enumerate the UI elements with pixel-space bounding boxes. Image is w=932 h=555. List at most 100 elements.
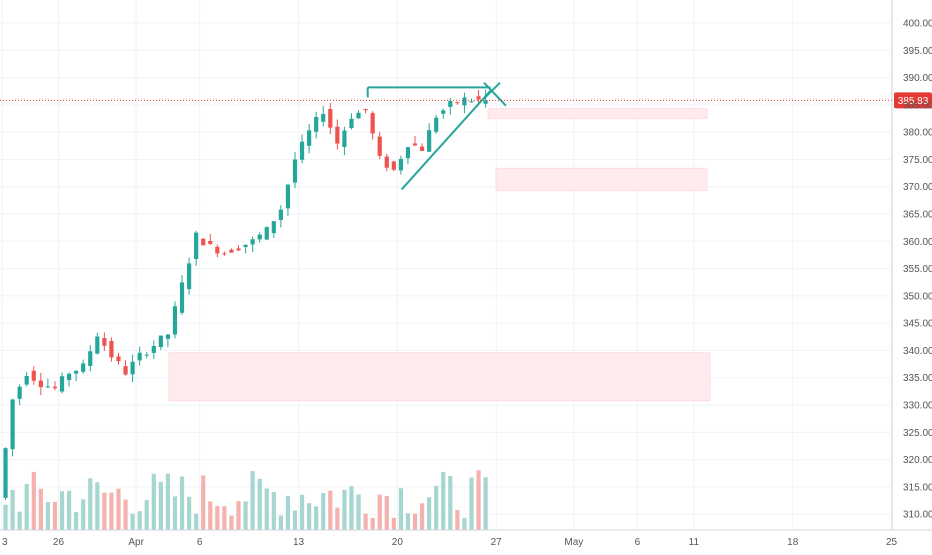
candle-body bbox=[307, 130, 312, 146]
target-x-marker-stroke-b bbox=[483, 81, 501, 100]
price-tick-label: 355.00 bbox=[903, 264, 932, 275]
time-tick-label: 18 bbox=[787, 537, 799, 548]
volume-bar bbox=[66, 490, 72, 530]
volume-bar bbox=[116, 488, 121, 530]
candle-body bbox=[116, 356, 121, 362]
candle-body bbox=[208, 240, 213, 244]
candle-body bbox=[412, 143, 418, 146]
candle-body bbox=[264, 227, 269, 240]
candle-body bbox=[250, 239, 255, 245]
volume-bar bbox=[462, 517, 467, 530]
candle-body bbox=[88, 351, 93, 366]
candle-body bbox=[377, 136, 382, 156]
candle-body bbox=[31, 370, 36, 381]
volume-bar bbox=[201, 475, 206, 530]
candle-body bbox=[38, 380, 43, 388]
near-support-zone bbox=[487, 108, 708, 119]
volume-bar bbox=[384, 495, 389, 530]
candle-body bbox=[179, 282, 185, 313]
volume-bar bbox=[52, 501, 58, 530]
volume-bar bbox=[370, 517, 375, 530]
candle-body bbox=[123, 366, 128, 375]
candle-body bbox=[3, 448, 8, 498]
volume-bar bbox=[172, 496, 178, 530]
candle-body bbox=[172, 306, 178, 335]
candle-body bbox=[144, 354, 149, 356]
price-tick-label: 340.00 bbox=[903, 346, 932, 357]
candle-body bbox=[165, 334, 171, 339]
time-tick-label: Apr bbox=[128, 537, 144, 548]
candle-body bbox=[441, 110, 446, 114]
candle-body bbox=[434, 117, 439, 132]
volume-bar bbox=[307, 503, 312, 530]
volume-bar bbox=[299, 494, 305, 530]
volume-bar bbox=[398, 488, 403, 530]
candle-body bbox=[349, 118, 354, 129]
price-tick-label: 360.00 bbox=[903, 237, 932, 248]
time-tick-label: 6 bbox=[635, 537, 641, 548]
candle-body bbox=[151, 345, 156, 353]
candle-body bbox=[24, 375, 29, 385]
price-tick-label: 335.00 bbox=[903, 373, 932, 384]
volume-bar bbox=[186, 496, 192, 530]
volume-bar bbox=[328, 490, 333, 530]
volume-bar bbox=[59, 491, 65, 530]
volume-bar bbox=[243, 501, 248, 530]
volume-bar bbox=[95, 482, 100, 530]
volume-bar bbox=[257, 478, 262, 530]
volume-bar bbox=[236, 501, 241, 530]
volume-bar bbox=[208, 501, 213, 530]
volume-bar bbox=[292, 510, 298, 530]
volume-bar bbox=[271, 492, 276, 530]
price-tick-label: 330.00 bbox=[903, 401, 932, 412]
candle-body bbox=[186, 263, 192, 290]
volume-bar bbox=[469, 477, 474, 530]
candle-body bbox=[17, 386, 22, 399]
candle-body bbox=[74, 370, 79, 374]
candle-body bbox=[391, 161, 396, 170]
price-tick-label: 310.00 bbox=[903, 510, 932, 521]
volume-bar bbox=[31, 471, 36, 530]
volume-bar bbox=[412, 513, 418, 530]
volume-bar bbox=[377, 494, 382, 530]
candle-body bbox=[314, 116, 319, 132]
time-tick-label: May bbox=[564, 537, 583, 548]
candle-body bbox=[370, 113, 375, 134]
candle-body bbox=[405, 147, 411, 159]
volume-bar bbox=[335, 507, 340, 530]
volume-bar bbox=[229, 515, 234, 530]
volume-bar bbox=[476, 470, 481, 530]
volume-bar bbox=[194, 513, 199, 530]
candle-body bbox=[321, 114, 326, 122]
volume-bar bbox=[109, 492, 114, 530]
time-tick-label: 6 bbox=[197, 537, 203, 548]
candle-body bbox=[59, 376, 65, 392]
volume-bar bbox=[24, 483, 29, 530]
candle-body bbox=[448, 100, 453, 107]
candle-body bbox=[455, 102, 460, 104]
volume-bar bbox=[144, 499, 149, 530]
volume-bar bbox=[123, 499, 128, 530]
price-tick-label: 390.00 bbox=[903, 73, 932, 84]
volume-bar bbox=[363, 513, 368, 530]
volume-bar bbox=[434, 485, 439, 530]
volume-bar bbox=[441, 471, 446, 530]
candle-body bbox=[10, 399, 15, 450]
volume-bar bbox=[222, 506, 227, 530]
volume-bar bbox=[483, 477, 488, 530]
time-tick-label: 25 bbox=[886, 537, 898, 548]
volume-bar bbox=[419, 503, 425, 530]
candle-body bbox=[342, 130, 347, 147]
candle-body bbox=[236, 248, 241, 251]
volume-bar bbox=[38, 488, 43, 530]
time-tick-label: 26 bbox=[53, 537, 65, 548]
volume-bar bbox=[179, 476, 185, 530]
candle-body bbox=[278, 209, 283, 220]
candle-body bbox=[335, 126, 340, 144]
support-zone bbox=[495, 167, 708, 191]
volume-bar bbox=[81, 499, 86, 530]
price-tick-label: 385.00 bbox=[903, 100, 932, 111]
volume-bar bbox=[314, 506, 319, 530]
volume-bar bbox=[356, 494, 361, 530]
candle-body bbox=[398, 158, 403, 171]
